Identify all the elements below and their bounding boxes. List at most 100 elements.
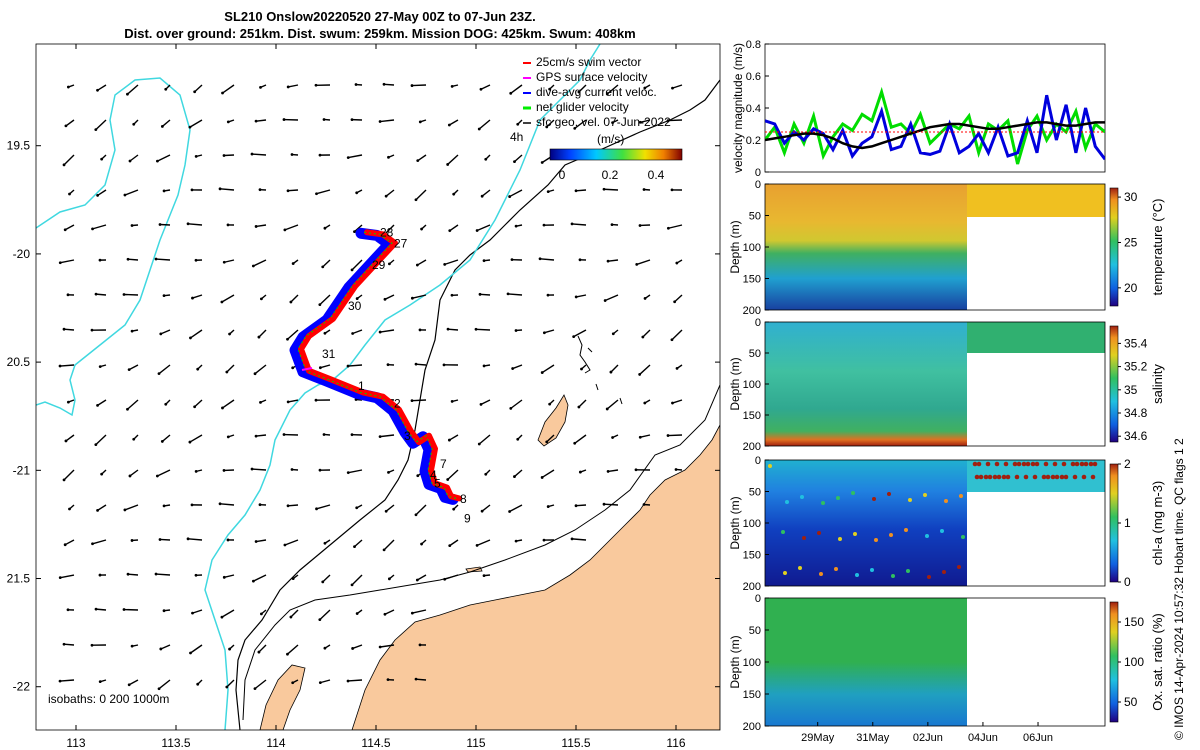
geo-arrow-head [545,125,549,129]
geo-arrow [354,224,363,233]
geo-arrow [288,84,299,88]
geo-arrow [411,399,427,402]
geo-arrow-head [322,118,326,121]
map-ytick-label: -22 [13,680,31,694]
geo-arrow-head [443,262,447,266]
chl-dot [783,571,787,575]
geo-arrow [160,644,171,650]
geo-arrow-head [100,472,104,476]
geo-arrow [129,154,139,162]
geo-arrow-head [387,470,390,474]
colorbar-tick-label: 20 [1124,281,1138,295]
geo-arrow-head [160,440,164,443]
geo-arrow-head [253,372,257,376]
geo-arrow-head [159,332,163,336]
chl-a-field-glider [765,460,967,586]
geo-arrow-head [220,300,224,304]
geo-arrow-head [671,401,674,405]
chl-dot [870,568,874,572]
geo-arrow-head [283,543,287,547]
chl-dot [855,573,859,577]
geo-arrow-head [132,122,136,126]
geo-arrow-head [542,538,546,542]
geo-arrow [575,189,587,192]
geo-arrow [63,328,75,331]
geo-arrow-head [289,300,293,304]
geo-arrow [574,434,587,444]
depth-ylabel: Depth (m) [728,496,742,549]
geo-arrow-head [286,85,290,89]
chl-dot [908,498,912,502]
geo-arrow-head [228,332,231,336]
chl-dot [906,569,910,573]
geo-arrow-head [355,297,359,300]
geo-arrow [604,294,619,302]
geo-arrow-head [570,537,574,541]
isobath-1000m [235,79,720,730]
map-xtick-label: 116 [666,736,685,750]
geo-arrow-head [291,681,295,685]
geo-arrow [251,468,267,471]
geo-arrow-head [154,257,158,261]
geo-arrow-head [221,91,224,95]
colorbar [1109,325,1119,443]
geo-arrow-head [415,263,419,267]
geo-arrow-head [643,297,647,300]
geo-arrow [158,679,171,690]
geo-arrow-head [573,126,577,130]
geo-arrow [412,294,427,299]
land-mainland [351,424,720,730]
chl-dot-surface [1034,461,1040,467]
geo-arrow [668,224,683,229]
geo-arrow [288,399,299,403]
chl-dot [891,574,895,578]
legend-swim-vector: 25cm/s swim vector [523,55,641,69]
geo-arrow-head [474,327,478,331]
geo-arrow-head [573,441,577,445]
geo-arrow-head [484,472,488,476]
geo-arrow-head [159,647,163,651]
chl-dot-surface [978,474,984,480]
geo-arrow [607,259,619,262]
colorbar-tick-0: 0 [559,168,566,182]
geo-arrow-head [222,469,226,472]
chl-dot-surface [983,474,989,480]
geo-arrow [255,434,267,437]
geo-arrow [352,644,363,650]
geo-arrow-head [480,194,484,198]
geo-arrow-head [123,193,127,197]
chl-dot [768,464,772,468]
geo-arrow-head [190,188,194,192]
geo-arrow [251,153,267,156]
geo-arrow [347,679,363,682]
geo-arrow-head [323,541,327,545]
colorbar-label: temperature (°C) [1150,199,1165,296]
geo-arrow-head [378,645,382,649]
geo-arrow-head [222,260,226,264]
geo-arrow [63,154,75,166]
map-y-axis: 19.5 -20 20.5 -21 21.5 -22 [7,139,720,694]
geo-arrow-head [96,508,99,512]
geo-arrow [507,293,523,296]
geo-arrow-head [123,508,127,512]
geo-arrow [606,84,619,95]
geo-arrow-head [452,507,456,511]
geo-arrow [63,469,75,481]
geo-arrow-head [384,509,388,513]
day-label: 8 [460,492,467,506]
chl-dot [821,501,825,505]
geo-arrow-head [610,223,614,226]
geo-arrow-head [643,401,647,405]
depth-tick-label: 200 [743,721,761,733]
day-label: 4 [430,468,437,482]
geo-arrow-head [673,300,677,304]
depth-tick-label: 50 [749,211,761,223]
geo-arrow-head [188,440,192,444]
geo-arrow-head [420,542,423,546]
geo-arrow-head [251,579,255,583]
geo-arrow [194,84,203,93]
geo-arrow-head [98,680,102,684]
depth-tick-label: 0 [755,593,761,605]
geo-arrow-head [350,583,354,587]
geo-arrow-head [226,120,230,124]
